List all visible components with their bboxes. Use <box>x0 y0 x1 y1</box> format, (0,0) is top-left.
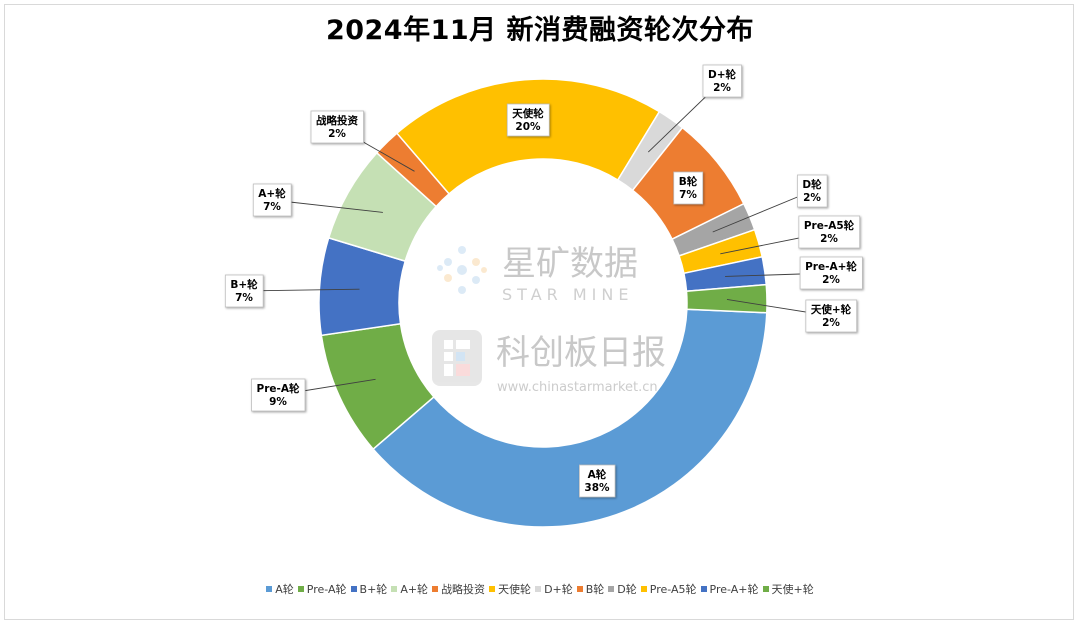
data-label-category: B+轮 <box>230 278 258 291</box>
legend-item-pre-a-plus轮: Pre-A+轮 <box>700 581 759 597</box>
legend-label: Pre-A轮 <box>306 583 347 596</box>
data-label-category: 天使轮 <box>512 107 544 120</box>
data-label-category: D+轮 <box>708 68 737 81</box>
legend-item-d-plus轮: D+轮 <box>535 581 573 597</box>
data-label-category: 天使+轮 <box>811 303 852 316</box>
legend-swatch <box>266 586 273 592</box>
data-label-category: 战略投资 <box>316 114 358 127</box>
data-label-a-plus轮: A+轮7% <box>252 183 292 217</box>
legend-item-b-plus轮: B+轮 <box>350 581 388 597</box>
data-label-category: D轮 <box>802 178 822 191</box>
callout-line-d轮 <box>712 190 813 233</box>
data-label-value: 2% <box>820 233 838 245</box>
legend-swatch <box>640 586 647 592</box>
data-label-pre-a-plus轮: Pre-A+轮2% <box>799 256 863 290</box>
data-label-box <box>702 64 742 98</box>
data-label-category: Pre-A+轮 <box>805 260 857 273</box>
data-label-box <box>798 215 861 249</box>
legend-label: Pre-A+轮 <box>709 583 759 596</box>
data-label-category: Pre-A5轮 <box>804 219 855 232</box>
data-label-box <box>252 183 292 217</box>
legend-swatch <box>350 586 357 592</box>
watermark-brand2-cn: 科创板日报 <box>496 333 666 373</box>
data-label-box <box>796 174 828 208</box>
data-label-value: 38% <box>584 482 610 494</box>
data-label-value: 2% <box>822 317 840 329</box>
legend-swatch <box>535 586 542 592</box>
legend-swatch <box>489 586 496 592</box>
data-label-value: 20% <box>515 121 541 133</box>
data-label-category: B轮 <box>679 175 698 188</box>
watermark-brand2-url: www.chinastarmarket.cn <box>497 380 658 395</box>
data-label-value: 2% <box>803 192 821 204</box>
star-mine-logo-icon <box>437 246 487 294</box>
data-label-value: 7% <box>679 189 697 201</box>
legend-label: B轮 <box>585 583 605 596</box>
legend-label: A+轮 <box>400 583 429 596</box>
legend-swatch <box>608 586 615 592</box>
data-label-category: A轮 <box>588 468 607 481</box>
data-label-value: 2% <box>713 82 731 94</box>
legend-swatch <box>762 586 769 592</box>
legend-label: D+轮 <box>544 583 573 596</box>
legend-item-pre-a轮: Pre-A轮 <box>297 581 347 597</box>
slice-a轮 <box>372 308 768 528</box>
data-label-pre-a轮: Pre-A轮9% <box>251 378 306 412</box>
data-label-box <box>224 274 264 308</box>
legend-label: 战略投资 <box>441 583 486 596</box>
legend-item-天使轮: 天使轮 <box>489 581 531 597</box>
chart-legend: A轮 Pre-A轮 B+轮 A+轮 战略投资 天使轮 D+轮 B轮 D轮 Pre-A5轮 Pre-A… <box>0 581 1080 597</box>
data-label-value: 2% <box>328 128 346 140</box>
legend-item-天使-plus轮: 天使+轮 <box>762 581 814 597</box>
legend-item-战略投资: 战略投资 <box>432 581 485 597</box>
legend-item-b轮: B轮 <box>576 581 605 597</box>
legend-label: D轮 <box>617 583 637 596</box>
legend-item-d轮: D轮 <box>608 581 637 597</box>
slice-天使-plus轮 <box>685 283 768 314</box>
data-label-value: 2% <box>822 274 840 286</box>
watermark: 星矿数据 STAR MINE 科创板日报 www.chinastarmarket… <box>432 244 666 395</box>
legend-item-a-plus轮: A+轮 <box>391 581 428 597</box>
data-label-天使-plus轮: 天使+轮2% <box>805 299 858 333</box>
data-label-box <box>799 256 863 290</box>
legend-swatch <box>432 586 439 592</box>
watermark-brand1-cn: 星矿数据 <box>502 244 638 284</box>
legend-swatch <box>391 586 398 592</box>
legend-swatch <box>700 586 707 592</box>
data-label-box <box>579 464 616 498</box>
data-label-box <box>673 171 704 205</box>
data-label-box <box>805 299 858 333</box>
legend-label: B+轮 <box>359 583 388 596</box>
legend-label: 天使+轮 <box>771 583 814 596</box>
legend-label: 天使轮 <box>498 583 532 596</box>
legend-item-a轮: A轮 <box>266 581 294 597</box>
data-label-box <box>506 103 550 137</box>
data-label-box <box>310 110 364 144</box>
data-label-value: 9% <box>269 396 287 408</box>
data-label-box <box>251 378 306 412</box>
legend-swatch <box>297 586 304 592</box>
data-label-category: A+轮 <box>258 187 286 200</box>
legend-swatch <box>576 586 583 592</box>
data-label-value: 7% <box>235 292 253 304</box>
watermark-brand1-en: STAR MINE <box>502 285 633 304</box>
data-label-d-plus轮: D+轮2% <box>702 64 742 98</box>
data-label-value: 7% <box>263 201 281 213</box>
data-label-b-plus轮: B+轮7% <box>224 274 264 308</box>
chart-title: 2024年11月 新消费融资轮次分布 <box>325 15 755 46</box>
legend-label: Pre-A5轮 <box>649 583 697 596</box>
data-label-category: Pre-A轮 <box>257 382 300 395</box>
data-label-d轮: D轮2% <box>796 174 828 208</box>
legend-label: A轮 <box>275 583 294 596</box>
data-label-b轮: B轮7% <box>673 171 704 205</box>
star-market-logo-icon <box>432 330 482 386</box>
legend-item-pre-a5轮: Pre-A5轮 <box>640 581 697 597</box>
